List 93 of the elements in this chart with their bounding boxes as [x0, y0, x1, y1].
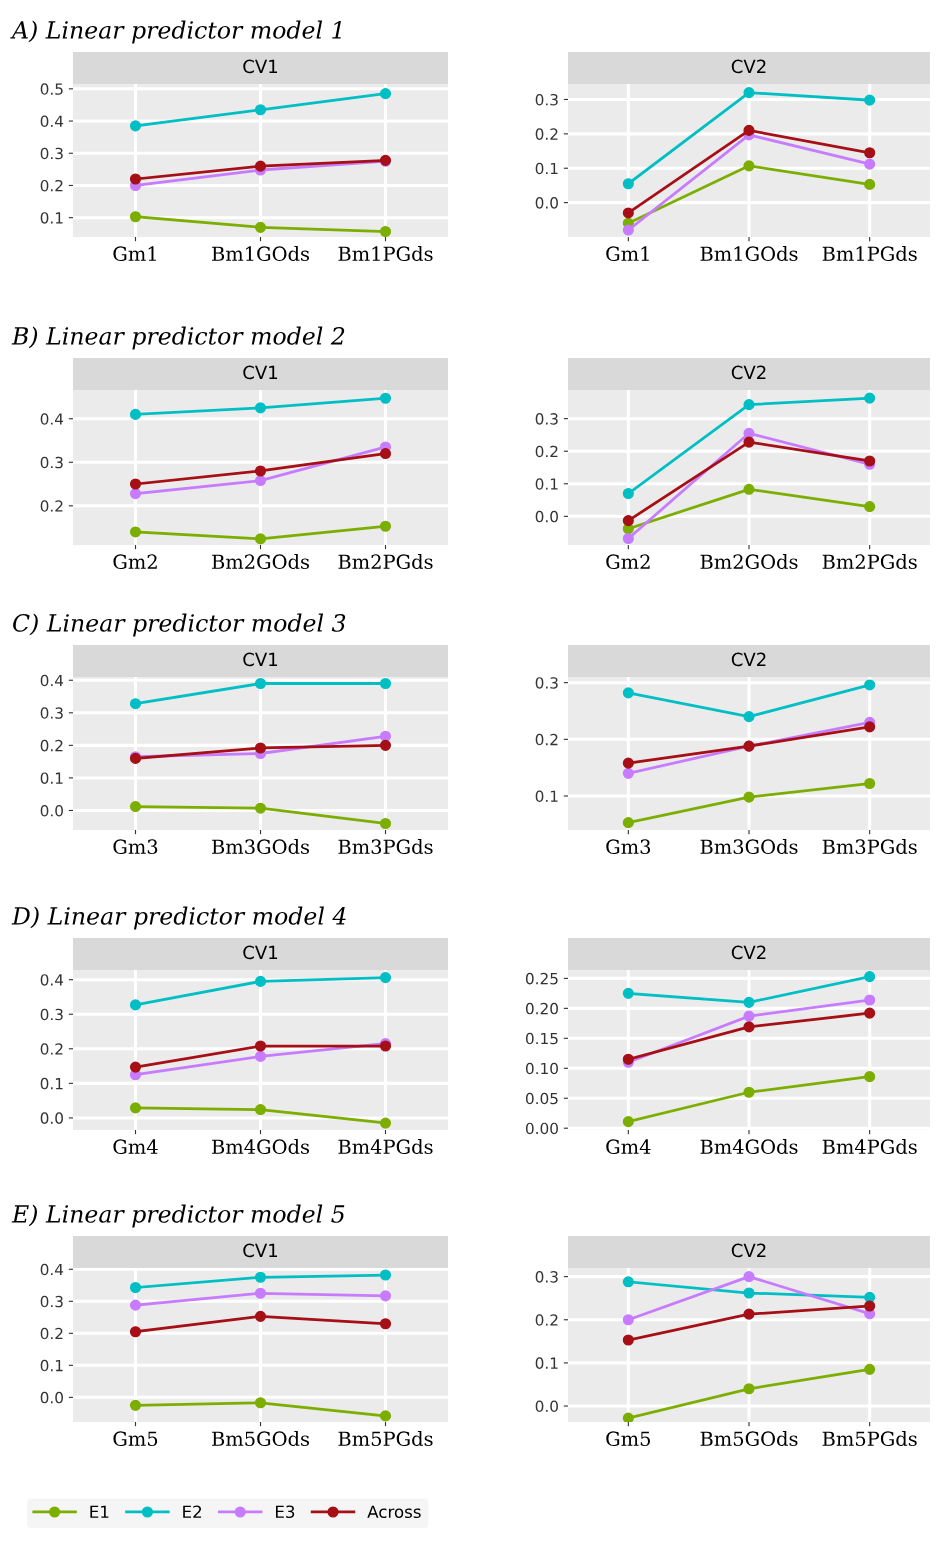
y-tick-label: 0.1 — [535, 790, 558, 803]
chart-subtitle: CV2 — [731, 59, 766, 74]
y-tick-label: 0.2 — [535, 445, 558, 458]
legend-label: E2 — [183, 1505, 202, 1518]
x-tick-label: Bm2PGds — [822, 554, 917, 570]
y-tick-label: 0.3 — [40, 1295, 63, 1308]
x-tick-label: Gm3 — [113, 839, 158, 855]
y-tick-label: 0.3 — [535, 677, 558, 689]
x-tick-label: Bm5GOds — [700, 1431, 798, 1447]
x-tick-label: Gm2 — [606, 554, 650, 570]
y-tick-label: 0.0 — [40, 1112, 63, 1124]
x-tick-label: Gm2 — [113, 554, 157, 570]
y-tick-label: 0.0 — [535, 197, 558, 209]
chart-title: E) Linear predictor model 5 — [11, 1204, 345, 1228]
y-tick-label: 0.0 — [40, 804, 63, 817]
x-tick-label: Bm1PGds — [338, 246, 433, 262]
y-tick-label: 0.2 — [535, 128, 558, 140]
y-tick-label: 0.3 — [40, 456, 63, 469]
y-tick-label: 0.10 — [525, 1062, 558, 1075]
y-tick-label: 0.4 — [40, 115, 64, 128]
x-tick-label: Bm2GOds — [212, 554, 309, 570]
y-tick-label: 0.4 — [40, 974, 64, 986]
x-tick-label: Gm3 — [606, 839, 651, 855]
y-tick-label: 0.2 — [40, 1327, 63, 1340]
chart-subtitle: CV1 — [243, 945, 278, 960]
x-tick-label: Bm5GOds — [212, 1431, 309, 1447]
x-tick-label: Bm4PGds — [822, 1139, 917, 1155]
chart-subtitle: CV1 — [243, 1243, 278, 1258]
x-tick-label: Bm3GOds — [212, 839, 309, 855]
x-tick-label: Gm1 — [113, 246, 156, 262]
y-tick-label: 0.4 — [40, 413, 64, 425]
y-tick-label: 0.1 — [535, 478, 558, 490]
chart-subtitle: CV2 — [731, 945, 766, 960]
y-tick-label: 0.3 — [535, 93, 558, 106]
x-tick-label: Bm3PGds — [338, 839, 433, 855]
x-tick-label: Gm4 — [606, 1139, 651, 1155]
y-tick-label: 0.00 — [525, 1122, 558, 1135]
chart-title: D) Linear predictor model 4 — [11, 906, 346, 930]
x-tick-label: Bm1PGds — [822, 246, 917, 262]
y-tick-label: 0.0 — [40, 1391, 63, 1404]
chart-subtitle: CV2 — [731, 365, 766, 380]
y-tick-label: 0.0 — [535, 1400, 558, 1413]
x-tick-label: Bm1GOds — [212, 246, 309, 262]
y-tick-label: 0.3 — [40, 147, 63, 160]
x-tick-label: Gm5 — [606, 1431, 650, 1447]
x-tick-label: Bm5PGds — [822, 1431, 917, 1447]
y-tick-label: 0.1 — [535, 162, 558, 175]
y-tick-label: 0.4 — [40, 674, 64, 687]
chart-title: B) Linear predictor model 2 — [11, 326, 345, 350]
chart-subtitle: CV2 — [731, 652, 766, 667]
y-tick-label: 0.1 — [535, 1357, 558, 1369]
legend-label: Across — [367, 1505, 421, 1519]
x-tick-label: Bm2GOds — [700, 554, 798, 570]
y-tick-label: 0.2 — [40, 739, 63, 752]
y-tick-label: 0.2 — [535, 733, 558, 746]
y-tick-label: 0.5 — [40, 83, 63, 95]
y-tick-label: 0.2 — [40, 1043, 63, 1055]
y-tick-label: 0.0 — [535, 510, 558, 523]
x-tick-label: Bm3PGds — [822, 839, 917, 855]
x-tick-label: Bm1GOds — [700, 246, 798, 262]
y-tick-label: 0.15 — [525, 1032, 558, 1045]
y-tick-label: 0.2 — [535, 1314, 558, 1326]
legend-label: E1 — [90, 1505, 109, 1518]
chart-subtitle: CV2 — [731, 1243, 766, 1258]
legend-label: E3 — [276, 1505, 295, 1519]
y-tick-label: 0.1 — [40, 772, 63, 784]
chart-subtitle: CV1 — [243, 59, 278, 74]
y-tick-label: 0.25 — [525, 972, 558, 985]
x-tick-label: Bm4GOds — [212, 1139, 309, 1155]
x-tick-label: Bm3GOds — [700, 839, 798, 855]
y-tick-label: 0.3 — [535, 413, 558, 425]
chart-title: A) Linear predictor model 1 — [10, 20, 341, 44]
y-tick-label: 0.3 — [40, 707, 63, 719]
y-tick-label: 0.1 — [40, 1077, 63, 1090]
x-tick-label: Gm5 — [113, 1431, 158, 1447]
chart-subtitle: CV1 — [243, 652, 278, 667]
y-tick-label: 0.1 — [40, 1359, 63, 1372]
y-tick-label: 0.1 — [40, 212, 63, 224]
x-tick-label: Gm4 — [113, 1139, 158, 1155]
x-tick-label: Bm2PGds — [338, 554, 433, 570]
x-tick-label: Bm4GOds — [700, 1139, 798, 1155]
chart-subtitle: CV1 — [243, 365, 278, 380]
x-tick-label: Gm1 — [606, 246, 649, 262]
y-tick-label: 0.2 — [40, 179, 63, 192]
y-tick-label: 0.3 — [535, 1271, 558, 1283]
x-tick-label: Bm4PGds — [338, 1139, 433, 1155]
y-tick-label: 0.3 — [40, 1008, 63, 1021]
y-tick-label: 0.20 — [525, 1002, 558, 1015]
y-tick-label: 0.05 — [525, 1092, 558, 1105]
x-tick-label: Bm5PGds — [338, 1431, 433, 1447]
chart-title: C) Linear predictor model 3 — [13, 613, 346, 637]
y-tick-label: 0.4 — [40, 1263, 64, 1276]
y-tick-label: 0.2 — [40, 500, 63, 512]
